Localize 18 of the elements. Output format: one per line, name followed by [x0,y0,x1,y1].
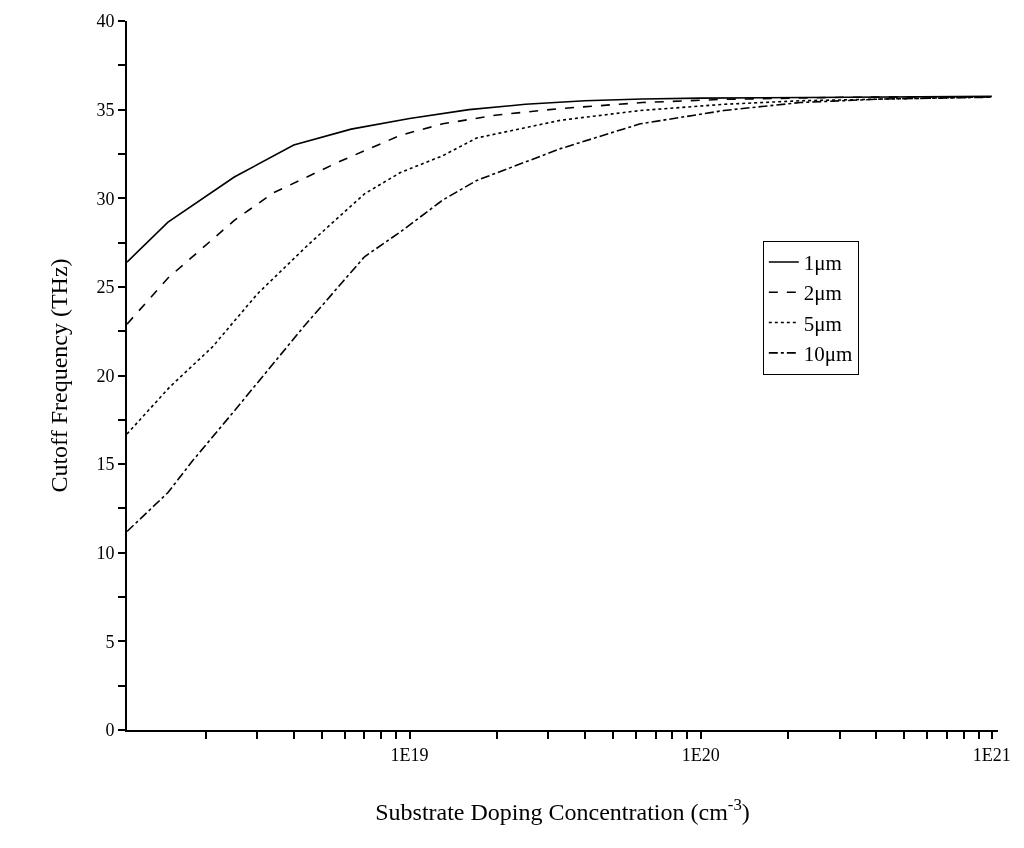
y-tick-label: 30 [96,188,115,209]
y-tick-label: 0 [105,720,115,741]
y-tick-label: 25 [96,277,115,298]
x-tick-label: 1E21 [972,744,1011,765]
x-axis-title: Substrate Doping Concentration (cm$^{-3}$) [375,795,750,826]
legend-label: 2μm [803,281,842,306]
y-tick-label: 20 [96,365,115,386]
y-tick-label: 40 [96,11,115,32]
y-axis-title: Cutoff Frequency (THz) [46,258,72,493]
legend-label: 10μm [803,342,853,367]
y-tick-label: 35 [96,99,115,120]
x-tick-label: 1E20 [681,744,720,765]
legend-label: 5μm [803,311,842,336]
y-tick-label: 15 [96,454,115,475]
x-tick-label: 1E19 [390,744,429,765]
legend-label: 1μm [803,251,842,276]
y-tick-label: 5 [105,631,115,652]
y-tick-label: 10 [96,543,115,564]
